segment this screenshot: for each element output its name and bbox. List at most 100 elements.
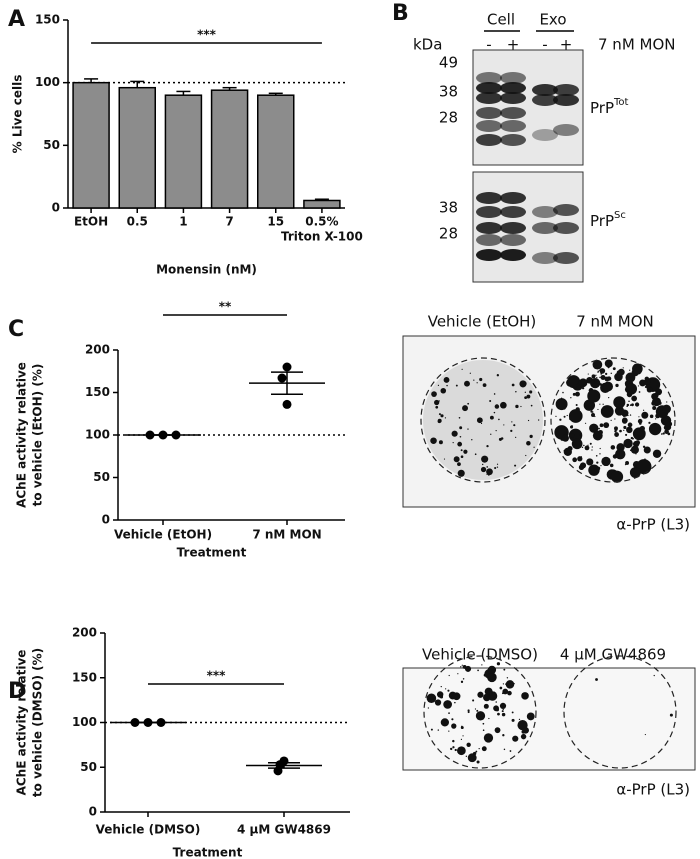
spot	[515, 391, 517, 393]
spot	[608, 396, 610, 399]
y-tick-label: 200	[85, 343, 110, 357]
blot-band	[553, 252, 579, 264]
spot	[595, 678, 598, 681]
spot	[604, 372, 608, 376]
spot	[427, 707, 430, 709]
spot	[496, 374, 500, 377]
spot	[482, 722, 485, 725]
protein-label: PrPTot	[590, 97, 629, 117]
bar	[118, 86, 156, 209]
spot	[511, 718, 515, 722]
spot	[599, 403, 601, 405]
spot	[448, 712, 450, 714]
well-outline	[550, 357, 676, 483]
spot	[495, 430, 497, 432]
spot	[635, 453, 637, 455]
spot	[511, 711, 514, 714]
spot	[655, 413, 660, 419]
spot	[519, 380, 527, 388]
spot	[426, 693, 437, 704]
x-tick-label: 15	[267, 215, 284, 229]
spot	[559, 418, 562, 421]
spot	[494, 727, 501, 734]
blot-band	[476, 120, 502, 132]
spot	[572, 392, 576, 396]
spot	[587, 444, 589, 446]
spot	[592, 430, 603, 441]
spot	[590, 410, 593, 413]
spot	[481, 746, 487, 752]
spot	[478, 747, 480, 750]
spot	[643, 409, 645, 411]
antibody-label: α-PrP (L3)	[616, 781, 690, 799]
lane-label: +	[560, 36, 573, 54]
spot	[482, 729, 485, 732]
marker: 49	[439, 54, 458, 72]
spot	[460, 449, 463, 452]
spot	[625, 383, 638, 395]
spot	[469, 372, 471, 374]
spot	[494, 404, 500, 409]
spot	[648, 385, 651, 388]
spot	[457, 469, 465, 477]
blot-band	[476, 222, 502, 234]
spot	[602, 389, 605, 392]
spot	[630, 445, 639, 454]
blot-band	[500, 134, 526, 146]
spot	[473, 379, 475, 381]
spot	[629, 467, 641, 478]
y-axis-label: % Live cells	[11, 75, 25, 154]
spot	[612, 367, 616, 371]
spot	[661, 433, 663, 435]
image-label: Vehicle (DMSO)	[422, 646, 538, 664]
spot	[637, 385, 640, 387]
spot	[644, 385, 647, 389]
y-axis-label: to vehicle (DMSO) (%)	[31, 648, 45, 797]
blot-band	[476, 234, 502, 246]
x-axis-label: Treatment	[173, 846, 243, 859]
spot	[505, 680, 515, 689]
spot	[520, 405, 522, 408]
spot	[600, 374, 606, 380]
spot	[555, 415, 557, 418]
spot	[576, 383, 578, 386]
spot	[467, 402, 470, 405]
spot	[461, 664, 463, 666]
blot-band	[553, 94, 579, 106]
spot	[594, 415, 596, 418]
spot	[620, 396, 622, 398]
spot	[641, 411, 649, 419]
spot	[620, 445, 624, 449]
spot	[615, 383, 619, 388]
y-tick-label: 0	[52, 201, 60, 215]
spot	[476, 382, 478, 384]
blot-band	[553, 84, 579, 96]
spot	[591, 446, 593, 448]
spot	[457, 462, 461, 467]
blot-band	[532, 84, 558, 96]
spot	[562, 391, 564, 394]
spot	[502, 688, 509, 695]
spot	[477, 669, 479, 672]
spot	[590, 378, 594, 381]
spot	[591, 449, 593, 451]
spot	[629, 414, 632, 416]
spot	[587, 373, 589, 375]
spot	[653, 674, 655, 677]
spot	[481, 455, 489, 463]
blot-band	[532, 252, 558, 264]
spot	[437, 384, 440, 387]
spot	[524, 391, 526, 393]
spot	[669, 713, 673, 717]
blot-band	[500, 249, 526, 261]
spot	[440, 387, 447, 394]
spot	[438, 440, 443, 445]
blot-band	[532, 94, 558, 106]
spot	[480, 422, 483, 425]
spot	[460, 680, 464, 683]
spot	[439, 695, 444, 699]
spot	[600, 465, 602, 467]
spot	[501, 712, 506, 717]
y-tick-label: 150	[85, 385, 110, 399]
spot	[449, 747, 453, 751]
